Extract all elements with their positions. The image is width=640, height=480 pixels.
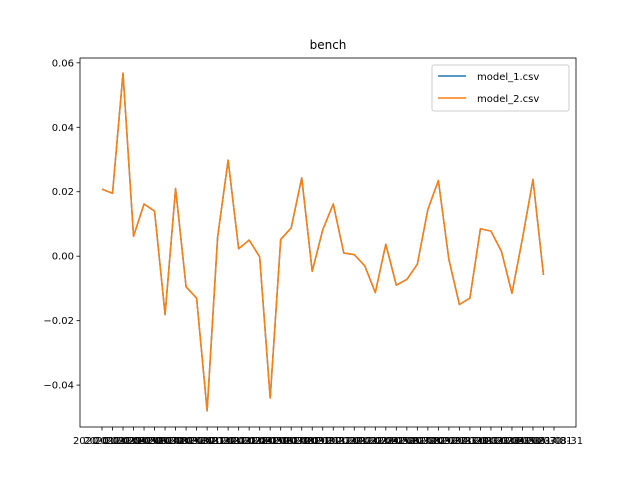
- x-tick-label: 2022-09-30: [409, 436, 467, 447]
- x-tick-label: 2023-02-28: [462, 436, 520, 447]
- x-tick-label: 2020-08-31: [147, 436, 205, 447]
- y-tick-label: −0.04: [43, 381, 74, 392]
- legend-box: [431, 64, 570, 112]
- x-tick-label: 2021-10-31: [294, 436, 352, 447]
- chart-title: bench: [310, 38, 347, 52]
- x-tick-label: 2023-04-30: [483, 436, 541, 447]
- x-tick-label: 2022-01-31: [325, 436, 383, 447]
- x-tick-label: 2021-06-30: [252, 436, 310, 447]
- x-tick-label: 2023-01-31: [451, 436, 509, 447]
- x-tick-label: 2021-04-30: [231, 436, 289, 447]
- x-tick-label: 2023-07-31: [514, 436, 572, 447]
- x-axis: 2020-01-312020-02-292020-03-312020-04-30…: [73, 427, 583, 447]
- x-tick-label: 2022-10-31: [420, 436, 478, 447]
- x-tick-label: 2020-03-31: [94, 436, 152, 447]
- x-tick-label: 2020-07-31: [136, 436, 194, 447]
- x-tick-label: 2022-04-30: [357, 436, 415, 447]
- x-tick-label: 2020-11-30: [178, 436, 236, 447]
- y-axis: −0.04 −0.02 0.00 0.02 0.04 0.06: [43, 58, 80, 392]
- legend-label-2: model_2.csv: [477, 94, 539, 105]
- x-tick-label: 2022-08-31: [399, 436, 457, 447]
- x-tick-label: 2020-10-31: [168, 436, 226, 447]
- axes-frame: [79, 57, 577, 428]
- x-tick-label: 2023-05-31: [493, 436, 551, 447]
- x-tick-label: 2022-11-30: [430, 436, 488, 447]
- y-tick-label: 0.02: [52, 187, 74, 198]
- x-tick-label: 2023-08-31: [525, 436, 583, 447]
- series-line-2: [101, 72, 545, 412]
- x-tick-label: 2021-07-31: [262, 436, 320, 447]
- y-tick-label: 0.06: [52, 58, 74, 69]
- legend: model_1.csv model_2.csv: [431, 64, 570, 112]
- y-tick-label: 0.04: [52, 123, 74, 134]
- x-tick-label: 2021-09-30: [283, 436, 341, 447]
- x-tick-label: 2022-07-31: [388, 436, 446, 447]
- x-tick-label: 2022-05-31: [367, 436, 425, 447]
- x-tick-label: 2020-05-31: [115, 436, 173, 447]
- x-tick-label: 2022-06-30: [378, 436, 436, 447]
- series-lines: [101, 72, 545, 412]
- x-tick-label: 2020-04-30: [104, 436, 162, 447]
- x-tick-label: 2023-03-31: [472, 436, 530, 447]
- x-tick-label: 2020-01-31: [73, 436, 131, 447]
- x-tick-label: 2021-01-31: [199, 436, 257, 447]
- y-tick-label: −0.02: [43, 316, 74, 327]
- x-tick-label: 2020-02-29: [83, 436, 141, 447]
- x-tick-label: 2023-06-30: [504, 436, 562, 447]
- x-tick-label: 2021-03-31: [220, 436, 278, 447]
- x-tick-label: 2022-02-28: [336, 436, 394, 447]
- x-tick-label: 2022-12-31: [441, 436, 499, 447]
- x-tick-label: 2021-12-31: [315, 436, 373, 447]
- x-tick-label: 2021-05-31: [241, 436, 299, 447]
- x-tick-label: 2021-02-28: [210, 436, 268, 447]
- legend-label-1: model_1.csv: [477, 72, 539, 83]
- x-tick-label: 2020-06-30: [125, 436, 183, 447]
- x-tick-label: 2022-03-31: [346, 436, 404, 447]
- x-tick-label: 2020-12-31: [189, 436, 247, 447]
- x-tick-label: 2021-11-30: [304, 436, 362, 447]
- x-tick-label: 2020-09-30: [157, 436, 215, 447]
- plot-area: [79, 57, 577, 428]
- y-tick-label: 0.00: [52, 252, 74, 263]
- x-tick-label: 2021-08-31: [273, 436, 331, 447]
